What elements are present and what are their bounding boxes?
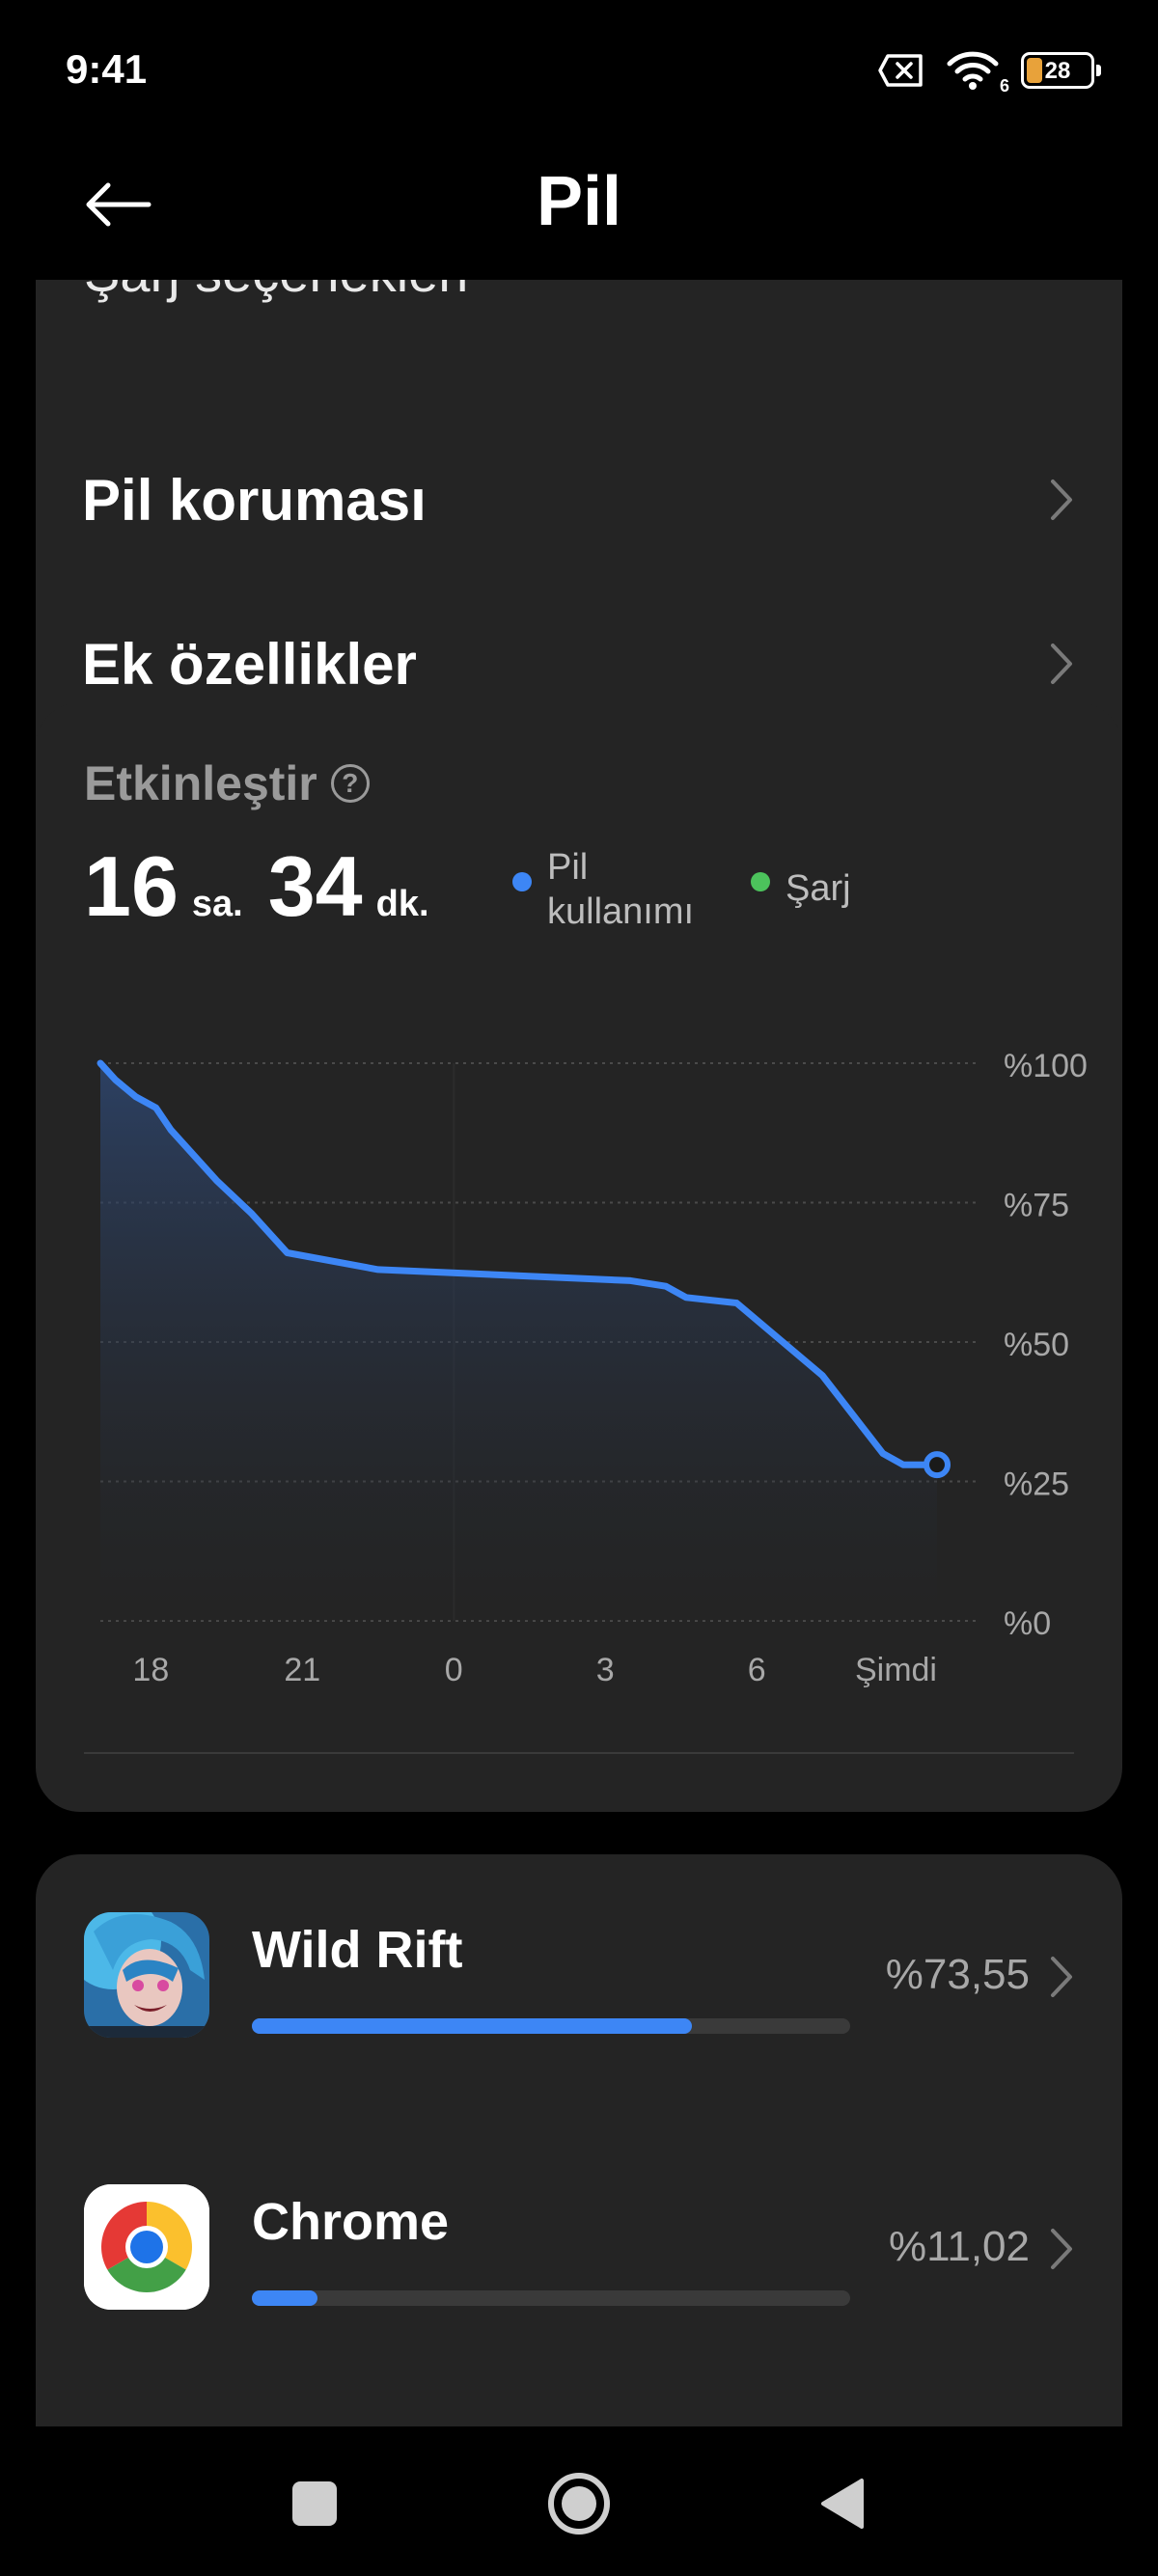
legend-label-line1: Pil — [547, 847, 589, 888]
battery-chart: %100 %75 %50 %25 %0 18 21 0 3 6 Şimdi — [96, 1048, 1088, 1688]
chevron-right-icon — [1051, 2229, 1072, 2269]
x-tick-label: 21 — [284, 1652, 320, 1688]
status-time: 9:41 — [66, 46, 148, 92]
extra-features-label: Ek özellikler — [82, 631, 417, 697]
legend-dot-green — [751, 872, 770, 891]
back-button[interactable] — [79, 166, 156, 243]
page-title: Pil — [536, 163, 622, 240]
x-tick-label: 6 — [748, 1652, 766, 1688]
arrow-left-icon — [86, 182, 152, 227]
app-row-wild-rift[interactable]: Wild Rift %73,55 — [36, 1912, 1122, 2184]
legend-label-line2: kullanımı — [547, 891, 695, 932]
legend-battery-usage: Pil kullanımı — [512, 845, 694, 934]
battery-protection-item[interactable]: Pil koruması — [36, 418, 1122, 582]
circle-icon — [548, 2473, 610, 2535]
square-icon — [292, 2481, 337, 2526]
divider — [84, 1752, 1074, 1754]
chevron-right-icon — [1051, 1957, 1072, 1997]
home-button[interactable] — [531, 2455, 627, 2552]
chrome-icon — [84, 2184, 209, 2310]
y-tick-label: %0 — [1004, 1605, 1051, 1642]
wifi-icon: 6 — [946, 50, 1009, 96]
usage-bar — [252, 2018, 850, 2034]
app-header: Pil — [0, 145, 1158, 280]
battery-level: 28 — [1044, 58, 1071, 84]
app-name: Wild Rift — [252, 1921, 463, 1979]
y-tick-label: %100 — [1004, 1048, 1088, 1084]
y-tick-label: %25 — [1004, 1466, 1069, 1503]
hours-value: 16 — [84, 838, 179, 934]
hours-unit: sa. — [191, 884, 243, 924]
app-name: Chrome — [252, 2193, 450, 2251]
sim-error-icon — [878, 54, 923, 87]
question-mark-icon[interactable]: ? — [330, 764, 370, 803]
enable-label: Etkinleştir — [84, 756, 317, 810]
usage-bar-fill — [252, 2290, 318, 2306]
status-bar: 9:41 6 28 — [0, 0, 1158, 145]
minutes-unit: dk. — [375, 884, 429, 924]
status-icons: 6 28 — [878, 50, 1101, 96]
chevron-right-icon — [1051, 644, 1072, 684]
extra-features-item[interactable]: Ek özellikler — [36, 582, 1122, 746]
wild-rift-icon — [84, 1912, 209, 2038]
minutes-value: 34 — [267, 838, 363, 934]
battery-protection-label: Pil koruması — [82, 467, 427, 533]
usage-bar-fill — [252, 2018, 692, 2034]
battery-icon: 28 — [1021, 52, 1101, 89]
x-tick-label: 18 — [132, 1652, 169, 1688]
navigation-bar — [0, 2426, 1158, 2576]
chevron-right-icon — [1051, 480, 1072, 520]
x-tick-label: 0 — [445, 1652, 463, 1688]
usage-duration: 16 sa. 34 dk. — [84, 837, 455, 936]
charging-options-item[interactable]: Şarj seçenekleri — [84, 280, 468, 304]
usage-percent: %73,55 — [885, 1951, 1030, 1998]
app-usage-card: Wild Rift %73,55 — [36, 1854, 1122, 2426]
wifi-badge: 6 — [999, 76, 1009, 96]
usage-line — [96, 1059, 941, 1468]
enable-row[interactable]: Etkinleştir ? — [84, 755, 370, 811]
legend-label: Şarj — [786, 868, 851, 909]
legend-charging: Şarj — [751, 845, 851, 911]
current-point — [924, 1451, 951, 1479]
x-tick-label: Şimdi — [855, 1652, 937, 1688]
recents-button[interactable] — [266, 2455, 363, 2552]
y-tick-label: %50 — [1004, 1327, 1069, 1363]
x-tick-label: 3 — [596, 1652, 615, 1688]
usage-area — [100, 1063, 937, 1621]
battery-usage-card: Etkinleştir ? 16 sa. 34 dk. Pil kullanım… — [36, 702, 1122, 1812]
app-row-chrome[interactable]: Chrome %11,02 — [36, 2184, 1122, 2426]
triangle-icon — [821, 2479, 864, 2529]
y-tick-label: %75 — [1004, 1188, 1069, 1224]
back-nav-button[interactable] — [793, 2455, 890, 2552]
content-scroll[interactable]: Şarj seçenekleri Pil koruması Ek özellik… — [0, 280, 1158, 2426]
usage-bar — [252, 2290, 850, 2306]
usage-percent: %11,02 — [889, 2223, 1030, 2270]
legend-dot-blue — [512, 872, 532, 891]
